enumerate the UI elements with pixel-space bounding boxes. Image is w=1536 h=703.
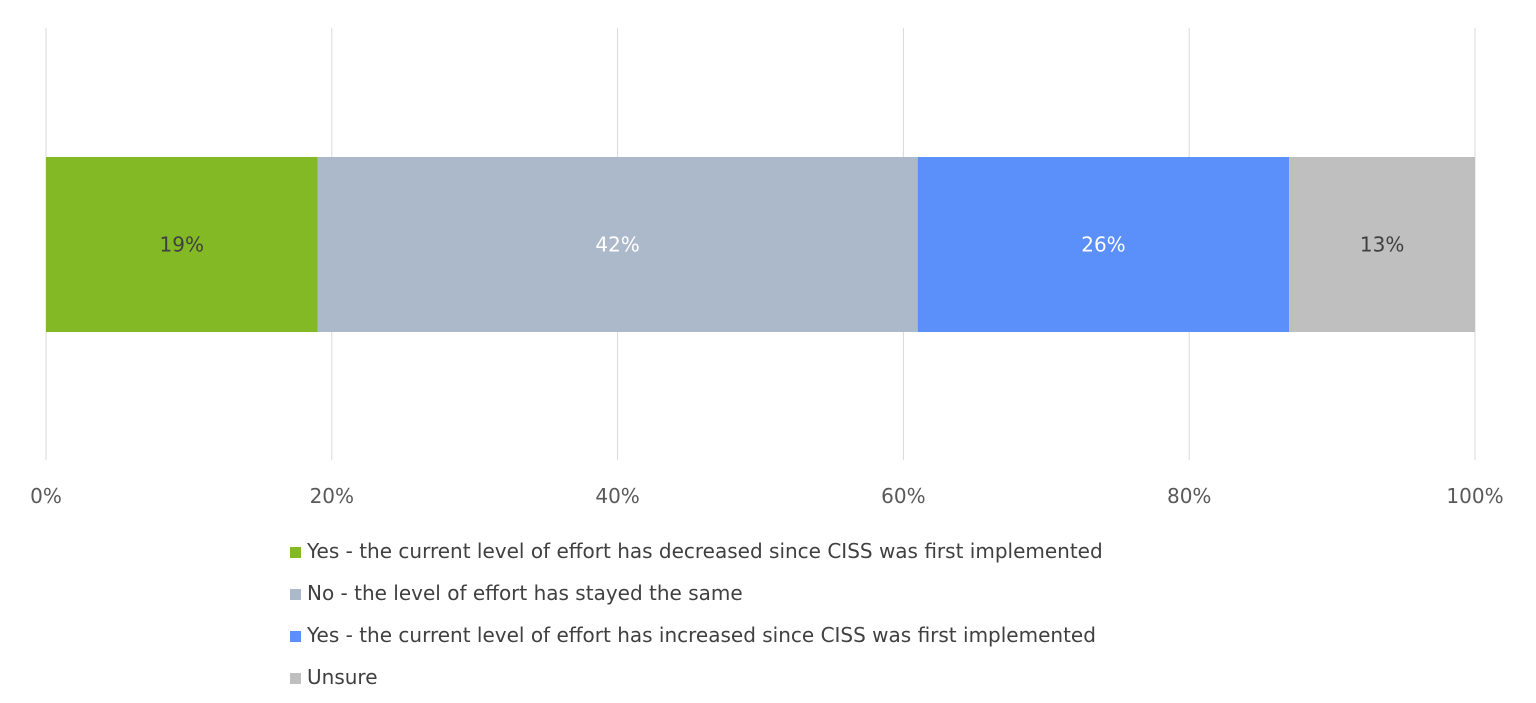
bar-segment [1289, 157, 1475, 332]
data-label: 19% [160, 233, 204, 257]
x-tick-label: 60% [881, 484, 925, 508]
legend-label: Yes - the current level of effort has in… [307, 623, 1096, 647]
x-tick-label: 0% [30, 484, 62, 508]
legend-label: Unsure [307, 665, 378, 689]
legend-item: Yes - the current level of effort has in… [290, 614, 1103, 656]
legend-label: No - the level of effort has stayed the … [307, 581, 743, 605]
legend: Yes - the current level of effort has de… [290, 530, 1103, 698]
bar-segment [46, 157, 318, 332]
legend-item: Yes - the current level of effort has de… [290, 530, 1103, 572]
stacked-bar-chart: 0% 20% 40% 60% 80% 100% 19% 42% 26% 13% [30, 28, 1504, 508]
bar-segment [917, 157, 1290, 332]
legend-swatch [290, 588, 301, 600]
x-tick-label: 40% [595, 484, 639, 508]
legend-label: Yes - the current level of effort has de… [307, 539, 1103, 563]
x-tick-label: 100% [1446, 484, 1503, 508]
legend-item: Unsure [290, 656, 1103, 698]
legend-swatch [290, 546, 301, 558]
data-label: 26% [1081, 233, 1125, 257]
bar-segment [317, 157, 918, 332]
x-tick-label: 20% [310, 484, 354, 508]
legend-swatch [290, 630, 301, 642]
x-tick-label: 80% [1167, 484, 1211, 508]
data-label: 42% [595, 233, 639, 257]
data-label: 13% [1360, 233, 1404, 257]
legend-swatch [290, 672, 301, 684]
legend-item: No - the level of effort has stayed the … [290, 572, 1103, 614]
